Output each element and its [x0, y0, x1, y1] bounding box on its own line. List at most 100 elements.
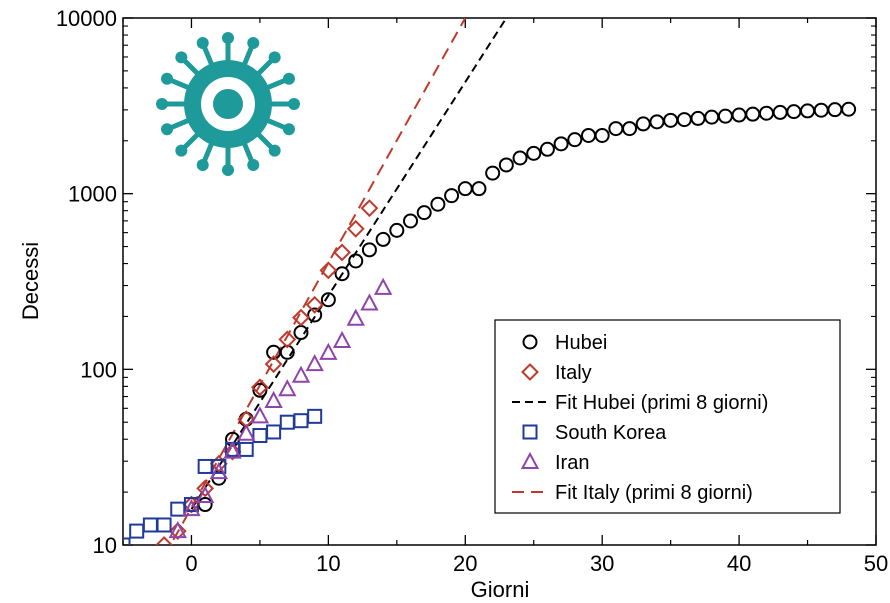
- italy-point: [305, 295, 324, 314]
- italy-point: [155, 536, 173, 545]
- iran-point: [278, 379, 297, 397]
- virus-nucleus: [213, 89, 243, 119]
- hubei-point: [348, 253, 364, 269]
- hubei-point: [252, 382, 268, 398]
- iran-point: [291, 365, 311, 383]
- x-tick-label: 50: [864, 551, 888, 576]
- hubei-point: [539, 141, 555, 157]
- hubei-point: [485, 165, 501, 181]
- x-tick-label: 10: [316, 551, 340, 576]
- hubei-point: [403, 213, 419, 229]
- iran-point: [332, 330, 352, 348]
- legend-label: South Korea: [555, 422, 667, 444]
- y-tick-label: 1000: [68, 182, 117, 207]
- virus-icon: [156, 32, 300, 176]
- south-korea-point: [156, 517, 172, 533]
- virus-spike-tip: [196, 37, 209, 50]
- italy-point: [182, 495, 201, 514]
- y-axis-label: Decessi: [18, 242, 43, 320]
- hubei-point: [416, 205, 432, 221]
- hubei-point: [512, 150, 528, 166]
- virus-spike-tip: [156, 98, 168, 110]
- legend-marker-iran: [520, 451, 540, 469]
- hubei-point: [553, 136, 569, 152]
- virus-spike-tip: [175, 51, 188, 64]
- legend-box: [494, 319, 841, 514]
- italy-point: [223, 442, 242, 461]
- iran-point: [346, 308, 365, 326]
- virus-spike-tip: [161, 123, 174, 136]
- hubei-point: [444, 188, 460, 204]
- hubei-point: [389, 222, 405, 238]
- virus-spike-tip: [247, 158, 260, 171]
- y-tick-label: 100: [80, 357, 117, 382]
- iran-point: [209, 461, 229, 480]
- virus-spike-tip: [268, 144, 281, 157]
- south-korea-point: [211, 458, 227, 474]
- hubei-point: [361, 242, 377, 258]
- italy-point: [196, 479, 215, 498]
- virus-spike-tip: [288, 98, 300, 110]
- virus-spike-tip: [222, 164, 234, 176]
- x-axis-label: Giorni: [471, 577, 530, 602]
- iran-point: [237, 423, 256, 441]
- italy-point: [360, 199, 379, 218]
- iran-point: [305, 354, 324, 372]
- legend-label: Hubei: [555, 332, 607, 354]
- iran-point: [250, 406, 270, 424]
- italy-point: [333, 243, 351, 262]
- italy-point: [250, 378, 269, 397]
- legend: Hubei Italy Fit Hubei (primi 8 giorni) Sout…: [494, 319, 841, 514]
- y-tick-label: 10000: [56, 6, 117, 31]
- legend-label: Fit Hubei (primi 8 giorni): [555, 392, 768, 414]
- virus-spike-tip: [268, 51, 281, 64]
- iran-point: [319, 342, 338, 360]
- hubei-point: [375, 231, 391, 247]
- x-tick-label: 40: [727, 551, 751, 576]
- hubei-point: [594, 127, 610, 143]
- legend-label: Fit Italy (primi 8 giorni): [555, 482, 753, 504]
- hubei-point: [526, 145, 542, 161]
- iran-point: [360, 293, 379, 311]
- virus-spike-tip: [282, 72, 295, 85]
- italy-point: [319, 261, 338, 280]
- hubei-point: [334, 266, 350, 282]
- hubei-point: [430, 196, 446, 212]
- italy-point: [292, 308, 310, 327]
- virus-spike-tip: [222, 32, 234, 44]
- y-tick-label: 10: [93, 533, 117, 558]
- hubei-point: [567, 132, 583, 148]
- iran-point: [373, 277, 393, 295]
- south-korea-point: [238, 441, 254, 457]
- virus-spike-tip: [175, 144, 188, 157]
- hubei-point: [307, 307, 323, 323]
- virus-spike-tip: [247, 37, 260, 50]
- italy-point: [278, 330, 297, 349]
- virus-spike-tip: [282, 123, 295, 136]
- legend-marker-south-korea: [522, 424, 538, 440]
- iran-point: [195, 485, 215, 504]
- iran-point: [264, 390, 283, 409]
- legend-marker-hubei: [522, 334, 538, 350]
- iran-point: [223, 441, 242, 459]
- x-tick-label: 20: [453, 551, 477, 576]
- legend-marker-italy: [521, 363, 539, 381]
- italy-point: [209, 454, 228, 473]
- iran-point: [168, 520, 187, 539]
- south-korea-point: [183, 497, 199, 513]
- italy-point: [346, 219, 365, 238]
- south-korea-point: [266, 424, 282, 440]
- hubei-point: [498, 157, 514, 173]
- italy-point: [264, 355, 283, 374]
- x-tick-label: 30: [590, 551, 614, 576]
- hubei-point: [841, 101, 857, 117]
- italy-point: [168, 522, 187, 541]
- virus-spike-tip: [161, 72, 174, 85]
- x-tick-label: 0: [185, 551, 197, 576]
- hubei-point: [622, 121, 638, 137]
- virus-spike-tip: [196, 158, 209, 171]
- legend-label: Iran: [555, 452, 589, 474]
- hubei-point: [320, 292, 336, 308]
- iran-point: [182, 499, 201, 517]
